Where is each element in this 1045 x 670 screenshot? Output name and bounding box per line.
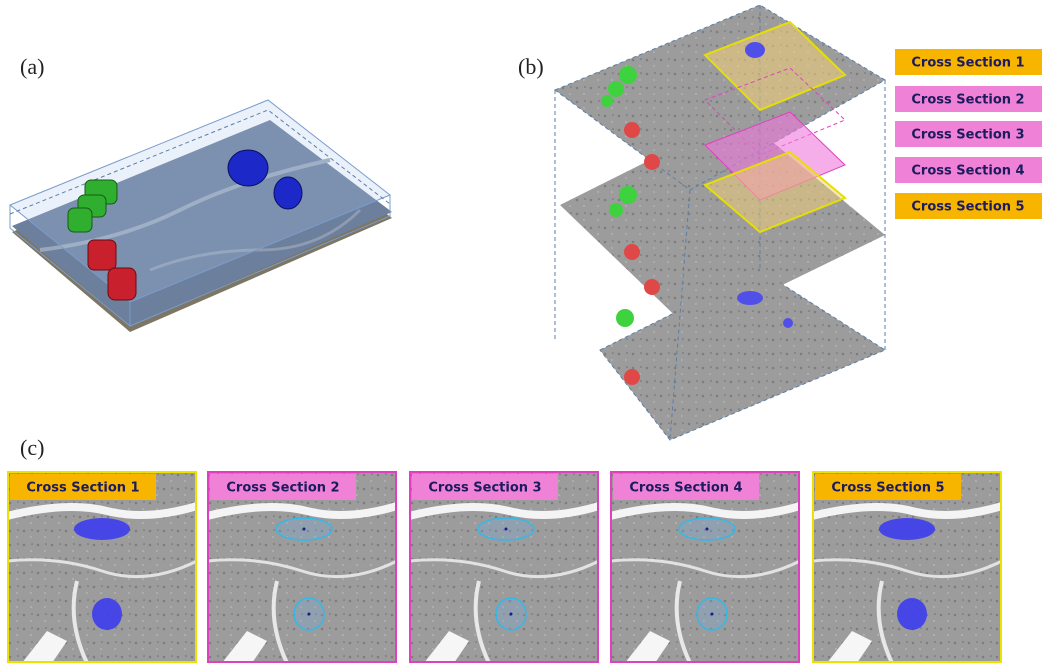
tile-image	[7, 471, 197, 663]
tile-border	[812, 471, 1002, 663]
membrane	[811, 558, 1003, 579]
legend-label: Cross Section 5	[911, 200, 1024, 215]
legend-swatch	[895, 49, 1042, 75]
tile-tag	[815, 474, 961, 500]
legend-label: Cross Section 4	[911, 164, 1024, 179]
center-dot	[705, 527, 709, 531]
legend-swatch	[895, 193, 1042, 219]
membrane	[811, 502, 1004, 520]
tile-label: Cross Section 3	[428, 481, 541, 496]
membrane	[876, 580, 894, 664]
membrane	[408, 558, 600, 579]
membrane	[609, 558, 801, 579]
center-dot	[302, 527, 306, 531]
legend-swatch	[895, 86, 1042, 112]
membrane	[271, 580, 289, 664]
center-dot	[710, 612, 714, 616]
membrane	[827, 631, 872, 663]
tile-image	[812, 471, 1002, 663]
tile-image	[409, 471, 599, 663]
legend: Cross Section 1 Cross Section 2 Cross Sect…	[895, 49, 1042, 219]
volume-rendering	[9, 99, 392, 332]
membrane	[473, 580, 491, 664]
panel-label: (a)	[20, 54, 44, 79]
membrane	[206, 502, 399, 520]
center-dot	[504, 527, 508, 531]
legend-label: Cross Section 1	[911, 56, 1024, 71]
tile: Cross Section 4	[609, 471, 802, 664]
tile-tag	[210, 474, 356, 500]
nucleus	[74, 518, 130, 540]
legend-swatch	[895, 121, 1042, 147]
center-dot	[307, 612, 311, 616]
tile-image	[207, 471, 397, 663]
tile: Cross Section 1	[6, 471, 199, 664]
tile-label: Cross Section 5	[831, 481, 944, 496]
tile: Cross Section 5	[811, 471, 1004, 664]
membrane	[206, 558, 398, 579]
tile: Cross Section 2	[206, 471, 399, 664]
tile-border	[7, 471, 197, 663]
legend-label: Cross Section 2	[911, 93, 1024, 108]
membrane	[674, 580, 692, 664]
membrane	[6, 502, 199, 520]
tile-image	[610, 471, 800, 663]
membrane	[408, 502, 601, 520]
nucleus	[92, 598, 122, 630]
tile-tag	[613, 474, 759, 500]
legend-label: Cross Section 3	[911, 128, 1024, 143]
panel-label: (c)	[20, 435, 44, 460]
membrane	[424, 631, 469, 663]
center-dot	[509, 612, 513, 616]
stacked-slices	[553, 4, 887, 441]
membrane	[22, 631, 67, 663]
panel-label: (b)	[518, 54, 544, 79]
tile-label: Cross Section 2	[226, 481, 339, 496]
tile-border	[409, 471, 599, 663]
membrane	[222, 631, 267, 663]
tile: Cross Section 3	[408, 471, 601, 664]
tile-tag	[412, 474, 558, 500]
cross-section-tiles: Cross Section 1 Cross Section 2 Cross Sect…	[6, 471, 1004, 664]
membrane	[6, 558, 198, 579]
nucleus	[897, 598, 927, 630]
tile-label: Cross Section 4	[629, 481, 742, 496]
legend-swatch	[895, 157, 1042, 183]
tile-label: Cross Section 1	[26, 481, 139, 496]
tile-border	[610, 471, 800, 663]
tile-border	[207, 471, 397, 663]
membrane	[625, 631, 670, 663]
membrane	[71, 580, 89, 664]
tile-tag	[10, 474, 156, 500]
membrane	[609, 502, 802, 520]
nucleus	[879, 518, 935, 540]
